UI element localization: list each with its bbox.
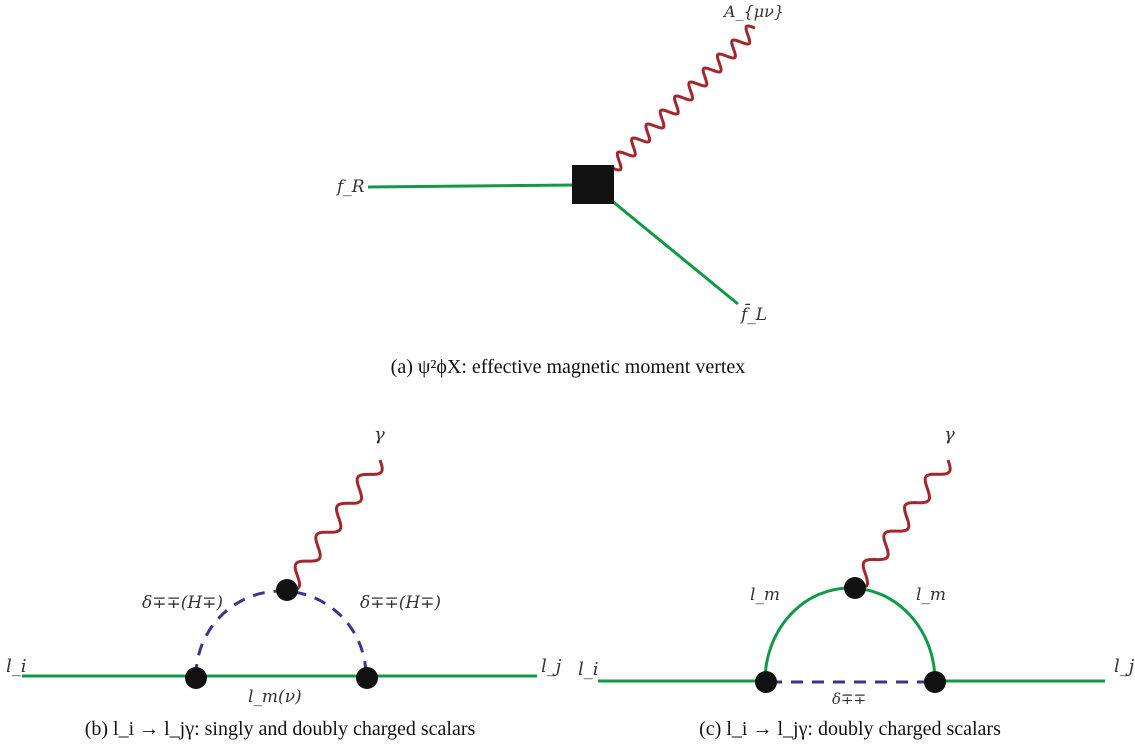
label-b-delta-left: δ∓∓(H∓) [142, 593, 223, 613]
label-c-li: l_i [578, 659, 599, 680]
vertex-b-left [185, 667, 207, 689]
vertex-c-top [844, 577, 866, 599]
vertex-b-right [356, 667, 378, 689]
caption-c: (c) l_i → l_jγ: doubly charged scalars [699, 718, 1001, 740]
label-c-gamma: γ [944, 424, 955, 445]
effective-vertex-square [572, 165, 614, 204]
label-c-delta: δ∓∓ [832, 690, 866, 708]
vertex-c-left [755, 671, 777, 693]
label-b-gamma: γ [374, 424, 385, 445]
photon-line-c [855, 459, 952, 590]
vertex-c-right [924, 671, 946, 693]
diagram-a: f_R A_{μν} f̄_L (a) ψ²ϕX: effective magn… [335, 2, 784, 378]
vertex-b-top [276, 579, 298, 601]
label-c-lm-left: l_m [750, 585, 780, 605]
label-fL-bar: f̄_L [739, 302, 767, 325]
photon-line-b [287, 459, 384, 592]
caption-a: (a) ψ²ϕX: effective magnetic moment vert… [391, 356, 746, 378]
label-b-delta-right: δ∓∓(H∓) [360, 593, 441, 613]
label-fR: f_R [335, 177, 365, 197]
label-c-lj: l_j [1114, 656, 1135, 677]
label-A-mu-nu: A_{μν} [722, 2, 784, 21]
caption-b: (b) l_i → l_jγ: singly and doubly charge… [85, 718, 476, 740]
label-b-lj: l_j [541, 656, 562, 677]
label-c-lm-right: l_m [916, 585, 946, 605]
label-b-lm: l_m(ν) [248, 687, 302, 707]
diagram-b: l_i l_j γ δ∓∓(H∓) δ∓∓(H∓) l_m(ν) (b) l_i… [6, 424, 562, 740]
diagram-c: l_i l_j γ l_m l_m δ∓∓ (c) l_i → l_jγ: do… [578, 424, 1135, 740]
photon-line-A [611, 24, 756, 172]
fermion-arc-c [763, 586, 937, 682]
fermion-line-fLbar [611, 199, 739, 306]
fermion-line-fR [367, 183, 576, 189]
label-b-li: l_i [6, 656, 27, 677]
